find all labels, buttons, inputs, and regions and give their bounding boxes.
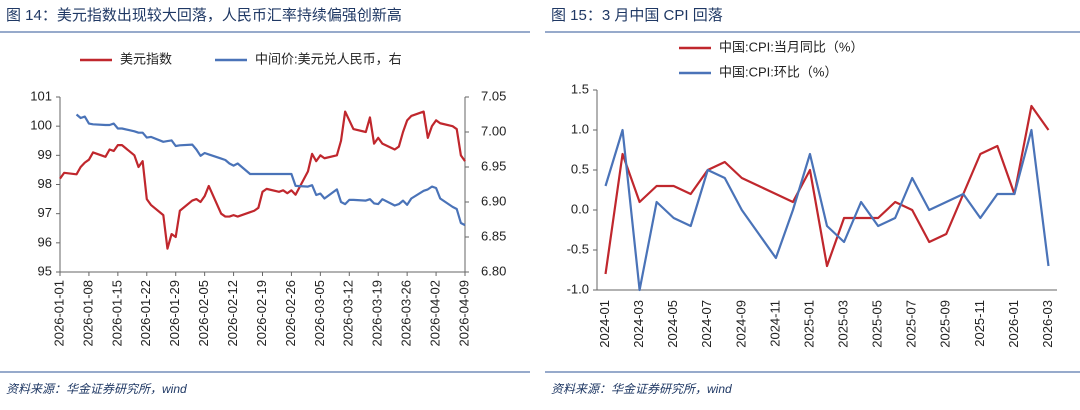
x-tick-label: 2024-11 [767,300,782,347]
chart-title: 图 14：美元指数出现较大回落，人民币汇率持续偏强创新高 [6,6,402,24]
x-tick-label: 2024-01 [597,300,612,348]
x-tick-label: 2025-03 [835,300,850,348]
x-tick-label: 2026-02-05 [196,280,211,347]
y2-tick-label: 6.90 [481,193,506,208]
x-tick-label: 2026-03-12 [341,280,356,347]
legend-label: 中国:CPI:环比（%） [719,64,837,79]
x-tick-label: 2024-05 [665,300,680,348]
series-line [604,104,1050,275]
y2-tick-label: 6.85 [481,228,506,243]
x-tick-label: 2026-01-08 [80,280,95,347]
y-tick-label: -1.0 [567,281,589,296]
x-tick-label: 2026-02-12 [225,280,240,347]
x-tick-label: 2026-03-05 [312,280,327,347]
y2-tick-label: 7.05 [481,88,506,103]
y-tick-label: 99 [38,147,52,162]
x-tick-label: 2025-01 [801,300,816,348]
series-line [604,128,1050,292]
x-tick-label: 2026-01-01 [51,280,66,347]
x-tick-label: 2026-03-19 [370,280,385,347]
y2-tick-label: 6.95 [481,158,506,173]
x-tick-label: 2025-05 [870,300,885,348]
y-tick-label: 98 [38,176,52,191]
series-line [75,113,466,227]
x-tick-label: 2026-01-29 [167,280,182,347]
legend-label: 美元指数 [120,51,172,66]
x-tick-label: 2024-03 [631,300,646,348]
y-tick-label: 0.0 [571,201,589,216]
x-tick-label: 2025-07 [904,300,919,348]
source-note: 资料来源：华金证券研究所，wind [6,382,187,396]
x-tick-label: 2026-01-22 [138,280,153,347]
x-tick-label: 2024-09 [733,300,748,348]
y-tick-label: 100 [30,118,52,133]
legend-label: 中国:CPI:当月同比（%） [719,39,863,54]
y-tick-label: 95 [38,263,52,278]
y-tick-label: 0.5 [571,161,589,176]
x-tick-label: 2026-03 [1040,300,1055,348]
chart-title: 图 15：3 月中国 CPI 回落 [551,7,723,24]
x-tick-label: 2026-04-09 [456,280,471,347]
x-tick-label: 2026-02-19 [254,280,269,347]
y2-tick-label: 7.00 [481,123,506,138]
x-tick-label: 2025-11 [972,300,987,347]
x-tick-label: 2026-01 [1006,300,1021,348]
y2-tick-label: 6.80 [481,263,506,278]
y-tick-label: 1.0 [571,121,589,136]
x-tick-label: 2026-04-02 [428,280,443,347]
y-tick-label: -0.5 [567,241,589,256]
x-tick-label: 2026-01-15 [109,280,124,347]
x-tick-label: 2025-09 [938,300,953,348]
y-tick-label: 97 [38,205,52,220]
y-tick-label: 1.5 [571,81,589,96]
source-note: 资料来源：华金证券研究所，wind [551,382,732,396]
legend-label: 中间价:美元兑人民币，右 [255,51,402,66]
x-tick-label: 2026-03-26 [399,280,414,347]
y-tick-label: 96 [38,234,52,249]
x-tick-label: 2026-02-26 [283,280,298,347]
x-tick-label: 2024-07 [699,300,714,348]
series-line [59,110,466,250]
y-tick-label: 101 [30,88,52,103]
